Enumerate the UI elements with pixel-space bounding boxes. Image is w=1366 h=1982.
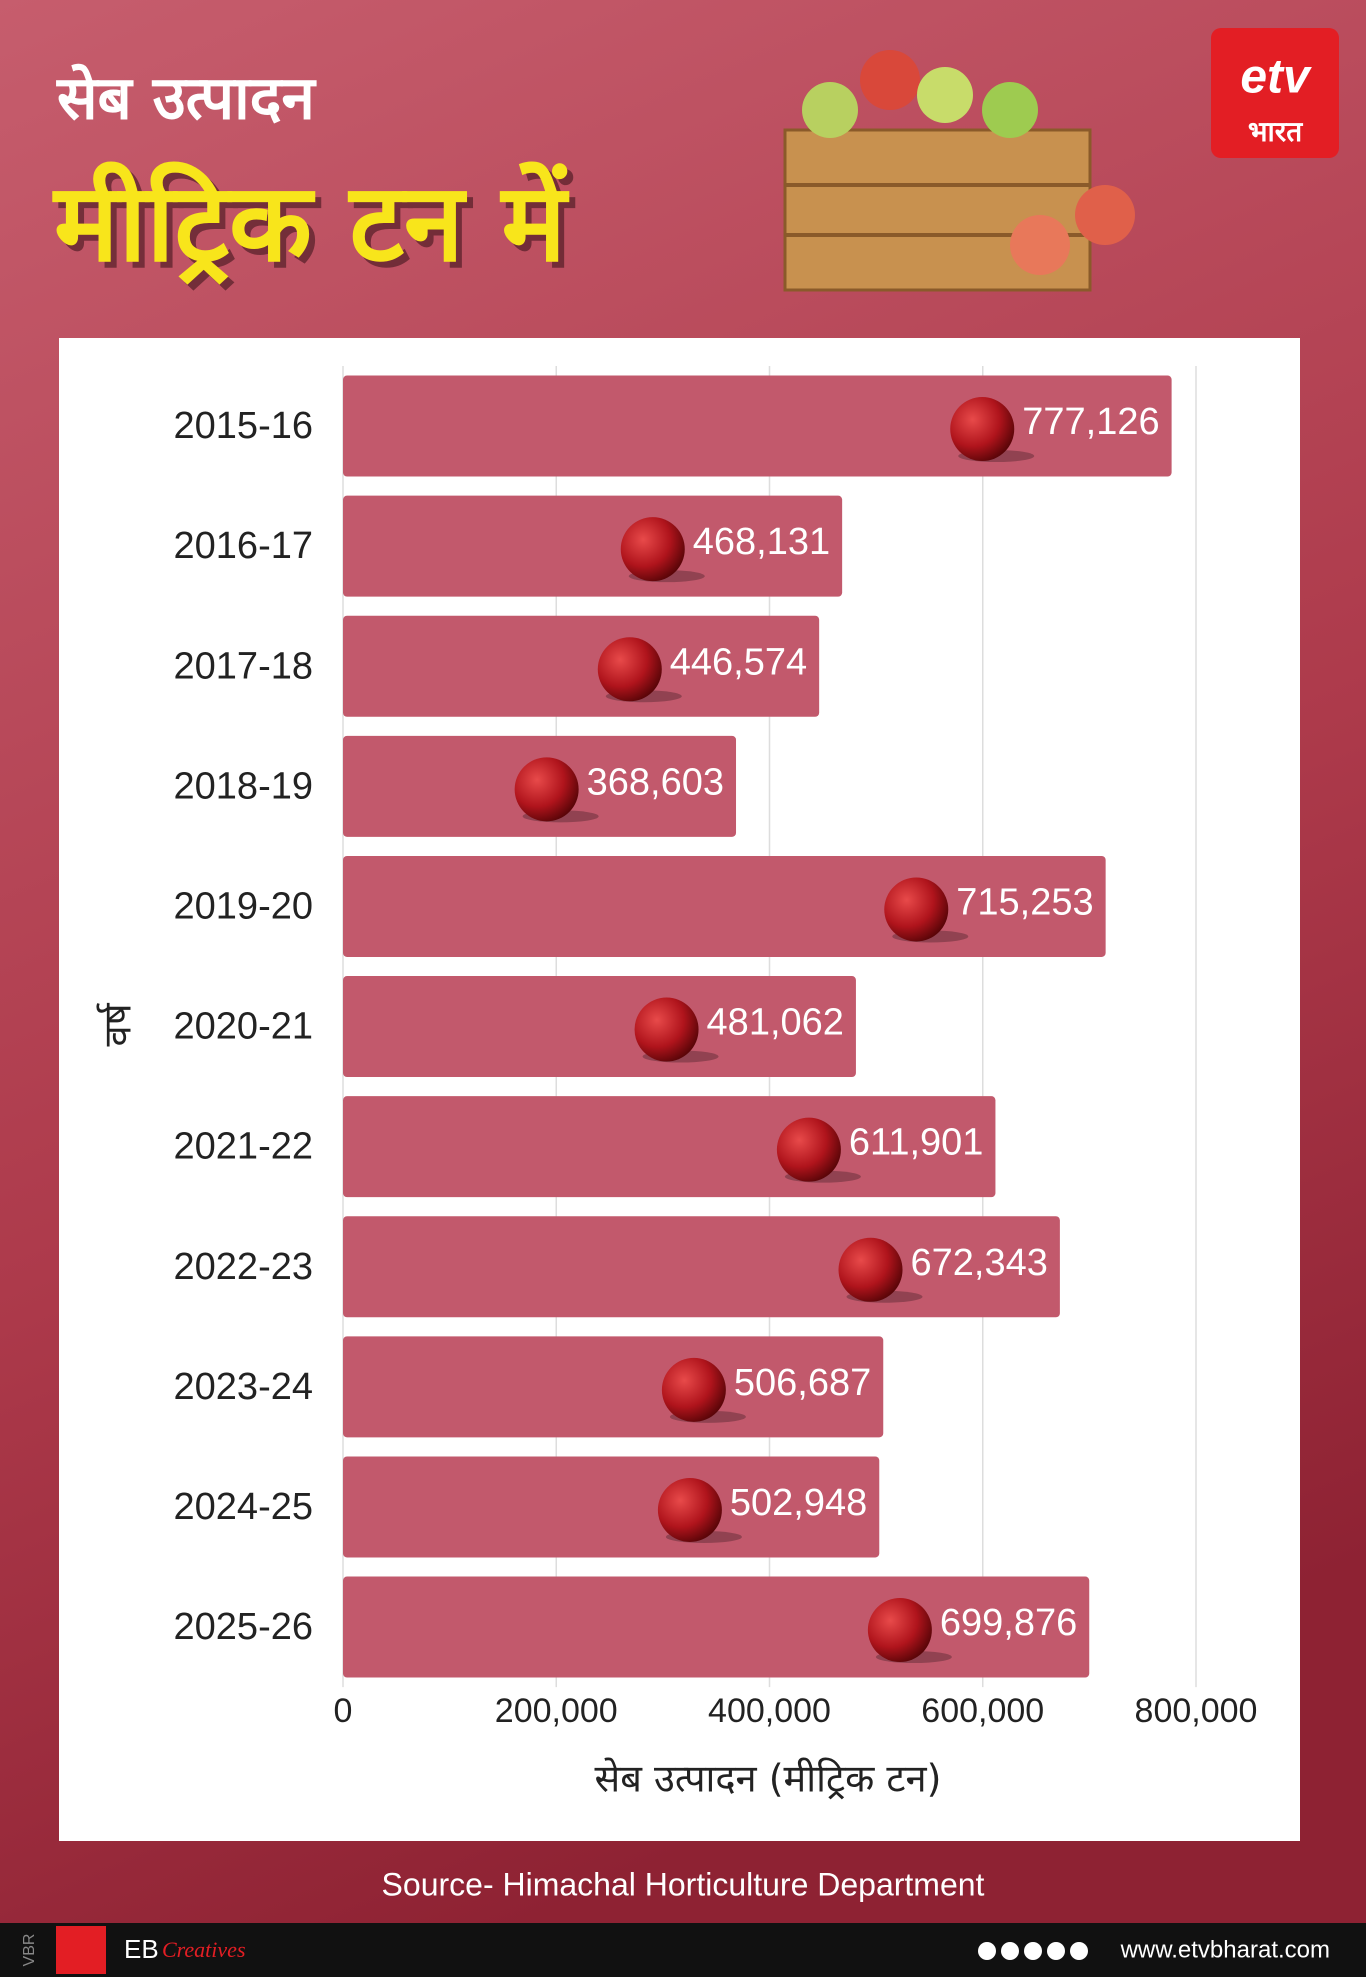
logo [1211, 28, 1339, 158]
y-tick-label: 2016-17 [174, 525, 313, 567]
y-tick-label: 2021-22 [174, 1126, 313, 1168]
y-axis-label: वर्ष [96, 1002, 140, 1046]
bar [343, 495, 843, 597]
source: Source- Himachal Horticulture Department [382, 1866, 985, 1902]
website[interactable]: www.etvbharat.com [1120, 1936, 1330, 1963]
y-tick-label: 2017-18 [174, 645, 313, 687]
apple-icon [620, 517, 685, 582]
creatives: Creatives [162, 1937, 246, 1962]
bar [343, 1456, 880, 1558]
apple-icon [514, 757, 579, 822]
logo-text: भारत [1248, 115, 1303, 148]
apple-icon [884, 877, 949, 942]
value-label: 715,253 [956, 881, 1093, 923]
apple-icon [838, 1237, 903, 1302]
value-label: 502,948 [730, 1482, 867, 1524]
x-tick-label: 800,000 [1135, 1692, 1258, 1730]
value-label: 672,343 [911, 1242, 1048, 1284]
x-tick-label: 200,000 [495, 1692, 618, 1730]
bar [343, 1336, 884, 1438]
footer [0, 1923, 1366, 1977]
apple-icon [597, 637, 662, 702]
bar [343, 615, 820, 717]
value-label: 481,062 [707, 1002, 844, 1044]
social-icons [978, 1942, 1088, 1960]
apple-icon [657, 1477, 722, 1542]
y-tick-label: 2015-16 [174, 405, 313, 447]
apple-icon [776, 1117, 841, 1182]
bar [343, 976, 856, 1078]
y-tick-label: 2019-20 [174, 885, 313, 927]
value-label: 368,603 [587, 761, 724, 803]
y-tick-label: 2018-19 [174, 765, 313, 807]
value-label: 468,131 [693, 521, 830, 563]
eb: EB [124, 1934, 159, 1964]
logo-mark: etv [1240, 51, 1312, 104]
title: सेब उत्पादन [56, 64, 317, 134]
apple-icon [634, 997, 699, 1062]
y-tick-label: 2024-25 [174, 1486, 313, 1528]
apple-icon [950, 397, 1015, 462]
y-tick-label: 2022-23 [174, 1246, 313, 1288]
x-tick-label: 400,000 [708, 1692, 831, 1730]
subtitle: मीट्रिक टन में [52, 161, 569, 286]
value-label: 611,901 [849, 1122, 984, 1164]
x-tick-label: 0 [334, 1692, 353, 1730]
y-tick-label: 2023-24 [174, 1366, 313, 1408]
x-axis-label: सेब उत्पादन (मीट्रिक टन) [595, 1757, 942, 1801]
vbr: VBR [21, 1934, 38, 1967]
footer-logo [56, 1926, 106, 1974]
crate-illustration [783, 50, 1135, 292]
x-tick-label: 600,000 [921, 1692, 1044, 1730]
plot: 0 200,000 400,000 600,000 800,000 2015-16 777,… [174, 366, 1258, 1730]
subtitle-shadow: मीट्रिक टन में [58, 167, 575, 292]
value-label: 506,687 [734, 1362, 871, 1404]
bar [343, 1096, 996, 1198]
value-label: 446,574 [670, 641, 807, 683]
value-label: 699,876 [940, 1602, 1077, 1644]
y-tick-label: 2025-26 [174, 1606, 313, 1648]
apple-icon [661, 1357, 726, 1422]
y-tick-label: 2020-21 [174, 1006, 313, 1048]
apple-icon [867, 1598, 932, 1663]
value-label: 777,126 [1022, 401, 1159, 443]
